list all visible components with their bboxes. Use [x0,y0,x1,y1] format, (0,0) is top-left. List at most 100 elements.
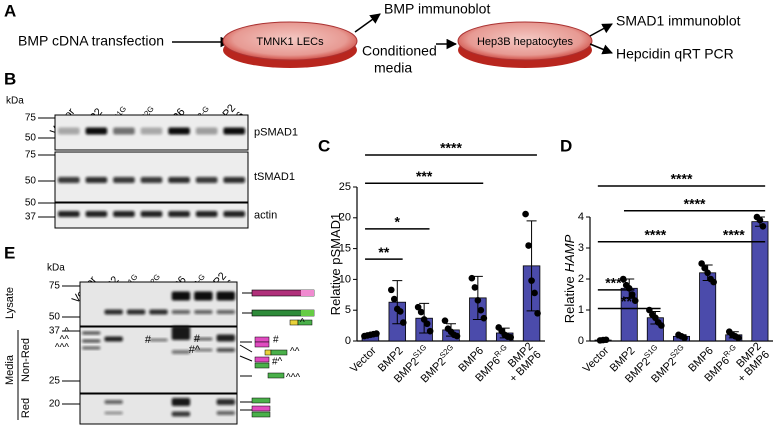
band [149,309,168,315]
label-sup: S2G [438,343,455,360]
legend-icons [239,289,315,418]
band [82,331,101,335]
band [223,211,245,217]
annotation: # [145,334,152,346]
blot-box [79,281,238,327]
data-point [756,216,764,224]
step-text: BMP cDNA transfection [18,33,164,49]
marker-label: 75 [49,281,61,292]
band [171,411,191,417]
band [195,211,218,217]
band [223,127,245,135]
label-sup: S1G [642,343,659,360]
data-point [471,284,479,291]
data-point [373,330,380,337]
arrow [589,23,613,37]
significance-label: **** [605,275,627,291]
y-tick-label: 15 [339,243,351,255]
band [85,211,108,217]
blot-name: actin [254,209,277,221]
annotation: ^ [300,318,305,329]
band [171,291,191,301]
data-point [441,317,449,324]
panel-label: E [4,243,15,262]
marker-label: 75 [25,150,37,161]
significance-label: ** [378,244,389,260]
step-text: media [374,60,412,76]
data-point [704,269,711,277]
band [194,310,213,314]
label-sup: S2G [668,343,685,360]
data-point [619,275,627,283]
band [58,177,80,183]
data-point [417,308,425,316]
y-tick-label: 2 [578,273,584,285]
marker-label: 50 [49,312,61,323]
band [168,177,190,183]
step-text: Hepcidin qRT PCR [616,46,734,62]
significance-label: **** [684,196,706,212]
band [216,348,235,352]
marker-label: 37 [49,326,61,337]
y-axis-label: Relative HAMP [562,234,577,323]
band [194,291,213,301]
significance-label: *** [416,168,433,184]
marker-label: 50 [25,198,37,209]
band [104,336,123,342]
marker-label: 37 [25,212,37,223]
band [82,339,101,343]
panel-label: D [560,136,572,155]
band [195,127,218,135]
band [85,127,108,135]
y-tick-label: 0 [578,335,584,347]
band [171,310,191,314]
data-point [426,327,434,335]
y-tick-label: 5 [345,304,351,316]
blot: VectorBMP2BMP2S1GBMP2S2GBMP6BMP6R-GBMP2+… [25,102,298,229]
band [58,127,80,135]
section-label: Media [4,354,16,385]
band [113,211,135,217]
marker-label: 75 [25,113,37,124]
band [104,309,123,315]
panel-label: A [4,1,16,20]
label-sup: S1G [411,343,428,360]
data-point [710,278,717,286]
significance-label: * [395,214,401,230]
data-point [390,295,398,303]
band [194,348,213,352]
data-point [522,210,529,218]
annotation: ^ [64,327,69,338]
band [216,310,235,314]
blot: VectorBMP2BMP2S1GBMP2S2GBMP6BMP6R-GBMP2+… [49,270,238,425]
band [171,350,191,354]
band [216,334,235,342]
blot-name: pSMAD1 [254,126,298,138]
marker-label: 50 [25,176,37,187]
dish-label: TMNK1 LECs [256,36,324,48]
step-text: Conditioned [362,43,437,59]
band [168,211,190,217]
section-label: Non-Red [20,338,32,382]
significance-label: **** [440,140,462,156]
section-label: Red [20,398,32,418]
label-italic: HAMP [562,234,577,272]
arrow [354,13,381,33]
band [113,177,135,183]
data-point [396,308,404,315]
data-point [525,242,532,249]
annotation: #^ [189,344,201,356]
data-point [474,297,482,304]
annotation: # [194,333,201,345]
data-point [658,322,665,329]
data-point [528,277,535,284]
error-bar [526,220,537,312]
band [223,177,245,183]
data-point [387,286,395,294]
data-point [602,336,610,344]
step-text: BMP immunoblot [384,1,490,17]
bar [751,221,769,342]
data-point [507,334,515,341]
panel-label: B [4,69,16,88]
